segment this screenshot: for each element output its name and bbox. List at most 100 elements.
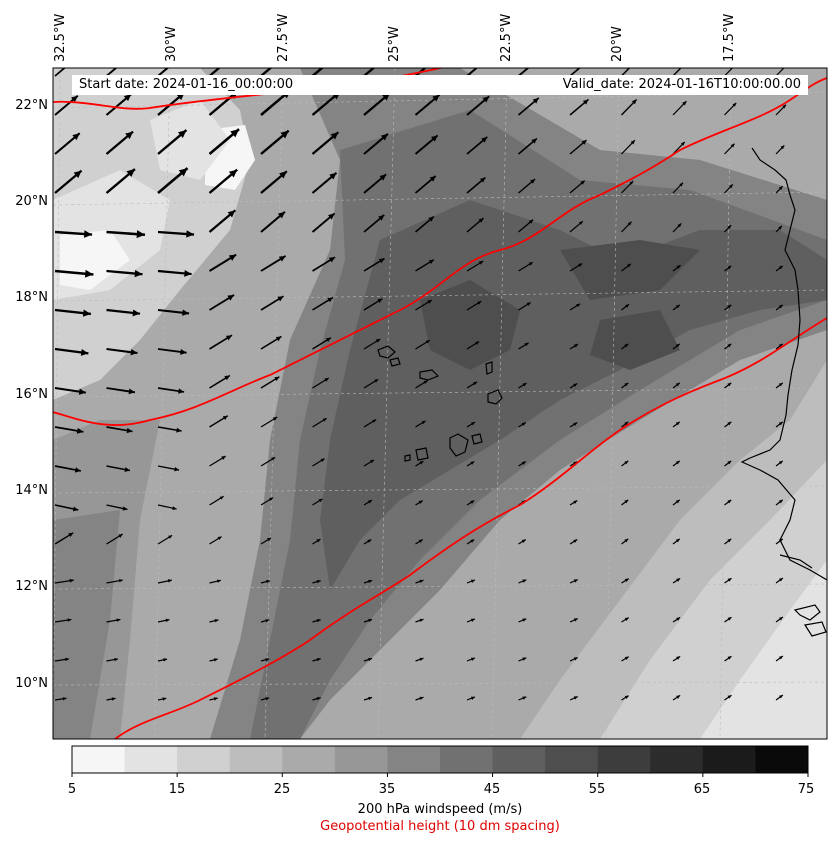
wind-arrow-head xyxy=(625,304,630,308)
colorbar-swatch xyxy=(597,746,651,773)
wind-arrow-head xyxy=(421,420,426,425)
wind-arrow-head xyxy=(676,695,681,699)
contour-line-south xyxy=(114,317,827,739)
wind-arrow-head xyxy=(180,349,187,355)
wind-arrow-head xyxy=(167,579,172,583)
wind-arrow-head xyxy=(630,140,635,145)
wind-arrow-head xyxy=(227,294,235,301)
wind-arrow-head xyxy=(573,579,578,583)
lon-label: 20°W xyxy=(610,26,625,62)
cape-verde-islands xyxy=(377,345,503,462)
wind-arrow-shaft xyxy=(466,68,479,77)
wind-arrow-shaft xyxy=(260,68,273,77)
wind-arrow-head xyxy=(727,695,732,699)
colorbar-swatch xyxy=(177,746,231,773)
wind-arrow-head xyxy=(230,129,240,138)
wind-arrow-head xyxy=(434,54,442,61)
wind-arrow-head xyxy=(316,579,321,584)
wind-arrow-head xyxy=(778,265,783,270)
wind-arrow-head xyxy=(423,380,428,384)
wind-arrow-head xyxy=(727,382,732,387)
wind-arrow-head xyxy=(182,309,190,316)
wind-arrow-head xyxy=(70,58,76,64)
wind-arrow-head xyxy=(225,335,233,341)
wind-arrow-head xyxy=(573,657,578,661)
colorbar-tick-label: 35 xyxy=(378,782,396,797)
wind-arrow-head xyxy=(778,382,783,387)
wind-arrow-head xyxy=(224,375,230,381)
wind-arrow-head xyxy=(370,459,375,464)
wind-arrow-head xyxy=(78,388,86,395)
wind-arrow-head xyxy=(367,539,372,543)
windspeed-field xyxy=(53,68,827,739)
wind-arrow-head xyxy=(227,210,236,218)
wind-arrow-head xyxy=(265,619,270,623)
valid-date-text: Valid_date: 2024-01-16T10:00:00.00 xyxy=(562,77,801,92)
wind-arrow-head xyxy=(136,230,145,239)
wind-arrow-head xyxy=(111,697,116,701)
wind-arrow-head xyxy=(322,418,327,422)
wind-arrow-head xyxy=(271,457,276,461)
date-info-box: Start date: 2024-01-16_00:00:00 Valid_da… xyxy=(72,75,808,95)
wind-arrow-head xyxy=(727,538,732,543)
wind-arrow-head xyxy=(727,265,732,270)
wind-arrow-head xyxy=(324,378,329,382)
wind-arrow-head xyxy=(118,579,123,583)
wind-arrow-head xyxy=(778,225,782,230)
wind-arrow-head xyxy=(214,619,219,623)
colorbar-swatch xyxy=(650,746,704,773)
wind-arrow-head xyxy=(576,303,581,308)
wind-arrow-head xyxy=(428,216,434,222)
wind-arrow-head xyxy=(172,506,177,511)
wind-arrow-head xyxy=(69,578,74,583)
lon-label: 30°W xyxy=(164,26,179,62)
wind-arrow-head xyxy=(470,539,475,543)
lon-label: 27.5°W xyxy=(276,13,291,62)
wind-arrow-head xyxy=(475,341,480,345)
wind-arrow-head xyxy=(124,467,130,472)
colorbar-swatch xyxy=(334,746,388,773)
wind-arrow-head xyxy=(372,419,377,423)
wind-arrow-head xyxy=(682,101,687,106)
wind-arrow-head xyxy=(470,500,475,504)
wind-arrow-head xyxy=(526,302,531,306)
wind-arrow-head xyxy=(329,172,337,180)
wind-arrow-head xyxy=(580,180,585,185)
wind-arrow-head xyxy=(84,269,94,278)
wind-arrow-head xyxy=(734,62,738,66)
colorbar-tick-label: 45 xyxy=(483,782,501,797)
wind-arrow-head xyxy=(269,497,274,501)
wind-arrow-head xyxy=(624,499,629,504)
wind-arrow-head xyxy=(163,658,168,662)
lat-label: 10°N xyxy=(15,676,48,691)
wind-arrow-head xyxy=(419,461,424,465)
wind-arrow-head xyxy=(573,500,578,504)
wind-arrow-shaft xyxy=(157,68,170,77)
wind-arrow-head xyxy=(126,427,133,434)
wind-arrow-head xyxy=(530,179,536,184)
wind-arrow-head xyxy=(368,618,373,623)
colorbar-swatch xyxy=(755,746,809,773)
wind-arrow-head xyxy=(178,168,188,177)
wind-arrow-head xyxy=(778,343,783,348)
wind-arrow-head xyxy=(375,339,381,343)
wind-arrow-head xyxy=(279,171,287,179)
wind-arrow-head xyxy=(123,57,130,63)
wind-arrow-head xyxy=(478,260,484,265)
wind-arrow-head xyxy=(374,379,379,383)
wind-arrow-head xyxy=(278,255,286,262)
wind-arrow-head xyxy=(573,539,578,543)
wind-arrow-head xyxy=(228,54,236,61)
wind-arrow-head xyxy=(727,460,732,465)
wind-arrow-head xyxy=(624,617,629,621)
wind-arrow-head xyxy=(676,265,681,269)
wind-arrow-head xyxy=(778,460,783,465)
colorbar-frame xyxy=(71,745,809,774)
wind-arrow-head xyxy=(76,427,84,434)
wind-arrow-head xyxy=(126,169,135,178)
wind-arrow-head xyxy=(624,382,629,387)
wind-arrow-head xyxy=(382,93,390,101)
lat-label: 12°N xyxy=(15,579,48,594)
wind-arrow-head xyxy=(162,697,167,701)
wind-arrow-shaft xyxy=(311,68,324,77)
